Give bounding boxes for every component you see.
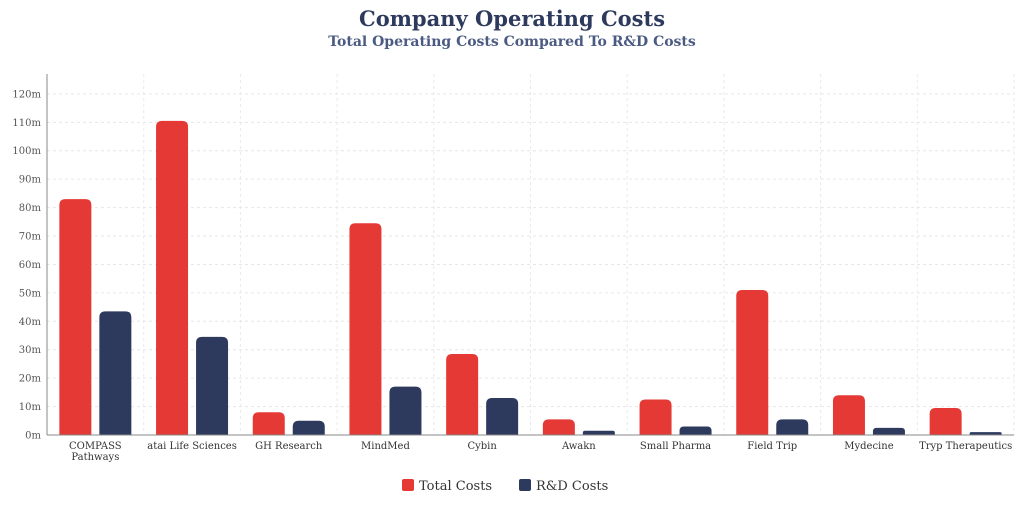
bar-rd-costs[interactable] bbox=[99, 311, 132, 435]
y-tick-label: 70m bbox=[19, 232, 42, 243]
y-tick-label: 120m bbox=[12, 89, 41, 100]
legend-swatch-rd-costs bbox=[519, 479, 531, 491]
bar-rd-costs[interactable] bbox=[582, 430, 615, 435]
bar-total-costs[interactable] bbox=[542, 419, 575, 435]
chart-title: Company Operating Costs bbox=[358, 6, 666, 31]
y-tick-label: 50m bbox=[19, 288, 42, 299]
y-tick-label: 40m bbox=[19, 317, 42, 328]
bar-total-costs[interactable] bbox=[832, 395, 865, 435]
x-tick-label: Tryp Therapeutics bbox=[919, 441, 1012, 452]
x-tick-label: atai Life Sciences bbox=[147, 441, 237, 452]
bar-total-costs[interactable] bbox=[252, 412, 285, 435]
y-tick-label: 90m bbox=[19, 175, 42, 186]
grid-lines bbox=[47, 74, 1015, 435]
x-tick-label: MindMed bbox=[361, 441, 410, 452]
bar-rd-costs[interactable] bbox=[969, 432, 1002, 435]
y-tick-label: 60m bbox=[19, 260, 42, 271]
bar-rd-costs[interactable] bbox=[292, 420, 325, 435]
bar-rd-costs[interactable] bbox=[196, 336, 229, 435]
x-tick-label: Cybin bbox=[467, 441, 497, 452]
bar-total-costs[interactable] bbox=[59, 199, 92, 435]
bar-rd-costs[interactable] bbox=[486, 398, 519, 435]
x-tick-label: COMPASS Pathways bbox=[69, 441, 122, 463]
bar-total-costs[interactable] bbox=[349, 223, 382, 435]
bar-total-costs[interactable] bbox=[156, 120, 189, 435]
bar-total-costs[interactable] bbox=[639, 399, 672, 435]
y-tick-label: 80m bbox=[19, 203, 42, 214]
axes bbox=[46, 74, 1014, 436]
x-tick-label: Small Pharma bbox=[640, 441, 711, 452]
y-tick-label: 10m bbox=[19, 402, 42, 413]
y-tick-label: 0m bbox=[25, 431, 41, 442]
bars bbox=[59, 120, 1002, 435]
x-tick-label: Awakn bbox=[561, 441, 596, 452]
bar-total-costs[interactable] bbox=[446, 353, 479, 435]
x-tick-label: Field Trip bbox=[747, 441, 797, 452]
y-tick-label: 100m bbox=[12, 146, 41, 157]
y-axis-ticks: 0m 10m 20m 30m 40m 50m 60m 70m 80m 90m 100m 110m 120… bbox=[12, 89, 41, 441]
x-tick-label: Mydecine bbox=[844, 441, 893, 452]
bar-total-costs[interactable] bbox=[929, 407, 962, 435]
bar-rd-costs[interactable] bbox=[679, 426, 712, 435]
legend-swatch-total-costs bbox=[402, 479, 414, 491]
bar-total-costs[interactable] bbox=[736, 290, 769, 435]
bar-rd-costs[interactable] bbox=[872, 427, 905, 435]
y-tick-label: 110m bbox=[12, 118, 41, 129]
legend[interactable]: Total Costs R&D Costs bbox=[402, 479, 608, 494]
chart-subtitle: Total Operating Costs Compared To R&D Co… bbox=[328, 34, 696, 50]
y-tick-label: 30m bbox=[19, 345, 42, 356]
legend-label-total-costs[interactable]: Total Costs bbox=[419, 479, 492, 494]
bar-rd-costs[interactable] bbox=[389, 386, 422, 435]
x-tick-label: GH Research bbox=[255, 441, 323, 452]
y-tick-label: 20m bbox=[19, 374, 42, 385]
bar-rd-costs[interactable] bbox=[776, 419, 809, 435]
x-axis-ticks: COMPASS Pathways atai Life Sciences GH Rese… bbox=[69, 441, 1012, 463]
legend-label-rd-costs[interactable]: R&D Costs bbox=[536, 479, 608, 494]
